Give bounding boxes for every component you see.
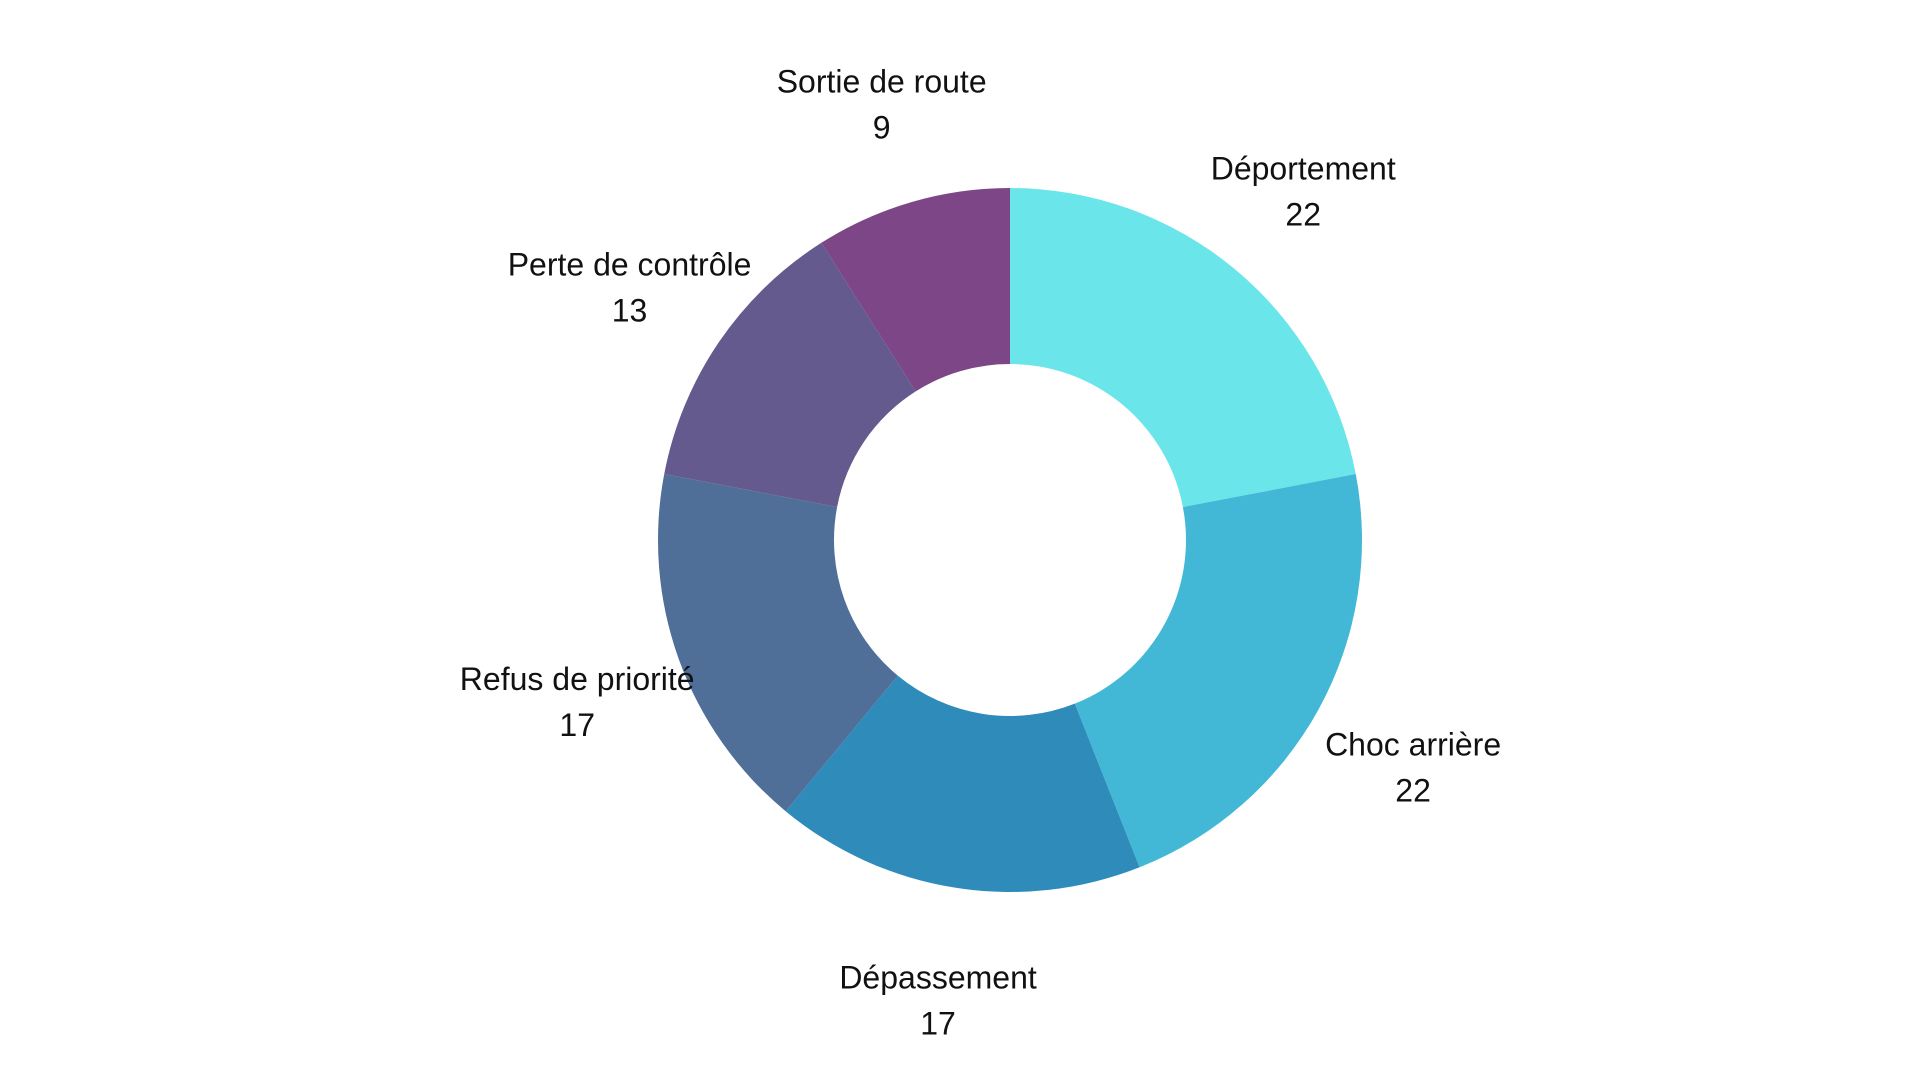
- slice-value-deportement: 22: [1285, 197, 1321, 233]
- slice-label-perte-de-controle: Perte de contrôle: [508, 246, 752, 282]
- slice-deportement: [1010, 188, 1356, 508]
- slice-value-choc-arriere: 22: [1395, 773, 1431, 809]
- slice-refus-de-priorite: [658, 474, 898, 812]
- slice-choc-arriere: [1074, 474, 1363, 868]
- slice-label-deportement: Déportement: [1211, 151, 1396, 187]
- slice-perte-de-controle: [664, 242, 916, 508]
- slice-depassement: [785, 675, 1140, 892]
- slice-sortie-de-route: [821, 188, 1010, 392]
- slice-label-refus-de-priorite: Refus de priorité: [460, 661, 695, 697]
- donut-labels: Déportement 22 Choc arrière 22 Dépassement 17…: [460, 63, 1501, 1041]
- slice-label-depassement: Dépassement: [839, 959, 1037, 995]
- slice-label-sortie-de-route: Sortie de route: [777, 63, 987, 99]
- slice-label-choc-arriere: Choc arrière: [1325, 727, 1501, 763]
- donut-slices: [658, 188, 1363, 892]
- slice-value-sortie-de-route: 9: [873, 109, 891, 145]
- slice-value-refus-de-priorite: 17: [559, 707, 595, 743]
- slice-value-perte-de-controle: 13: [612, 292, 648, 328]
- slice-value-depassement: 17: [920, 1005, 956, 1041]
